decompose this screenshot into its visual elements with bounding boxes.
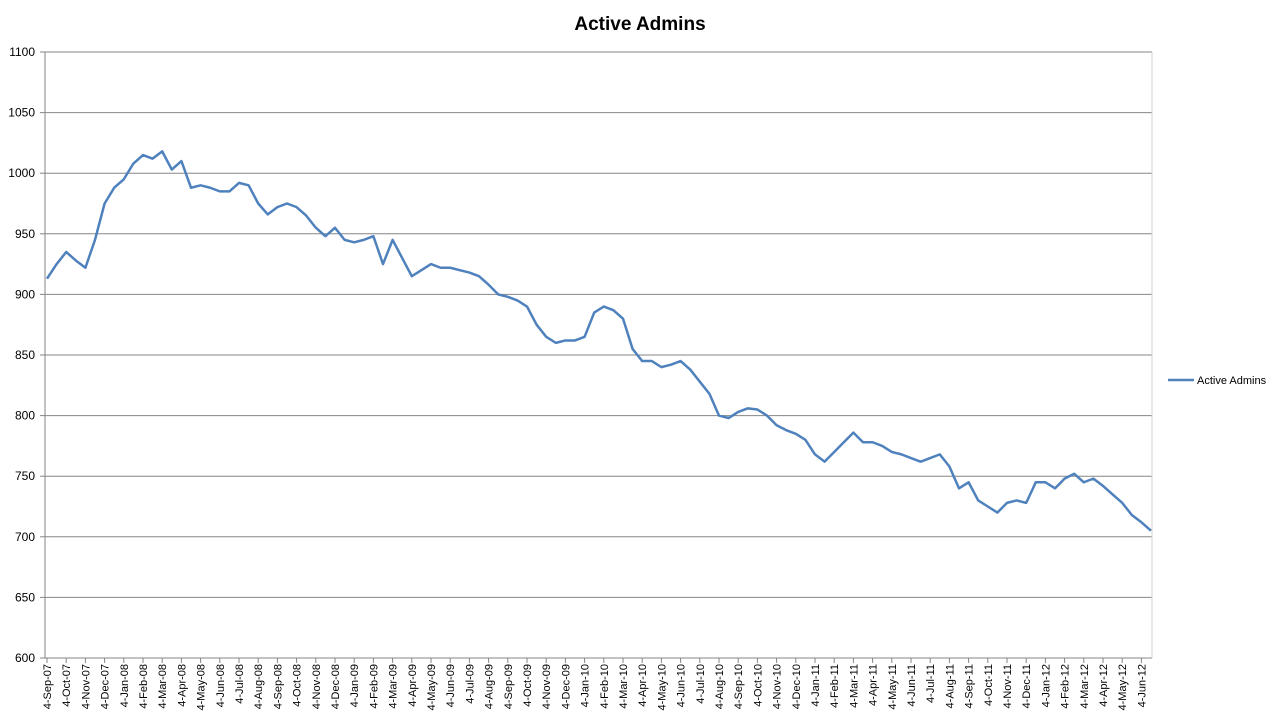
x-tick-label: 4-Mar-11 [848, 664, 860, 708]
x-tick-label: 4-Jul-10 [695, 664, 707, 704]
y-tick-label: 700 [15, 530, 35, 544]
x-tick-label: 4-Feb-12 [1060, 664, 1072, 709]
x-tick-label: 4-Sep-11 [964, 664, 976, 708]
y-tick-label: 800 [15, 409, 35, 423]
x-tick-label: 4-Oct-07 [61, 664, 73, 707]
x-tick-label: 4-Apr-08 [176, 664, 188, 707]
x-tick-label: 4-Dec-09 [560, 664, 572, 709]
x-tick-label: 4-Apr-10 [637, 664, 649, 707]
x-tick-label: 4-Jan-11 [810, 664, 822, 707]
x-tick-label: 4-Mar-09 [388, 664, 400, 709]
x-tick-label: 4-Aug-11 [944, 664, 956, 708]
x-tick-label: 4-Oct-08 [292, 664, 304, 707]
x-tick-label: 4-Mar-12 [1079, 664, 1091, 709]
x-tick-label: 4-May-10 [656, 664, 668, 710]
x-tick-label: 4-Aug-08 [253, 664, 265, 709]
chart-title: Active Admins [574, 14, 705, 35]
x-tick-label: 4-Feb-09 [368, 664, 380, 709]
y-tick-label: 1000 [8, 166, 35, 180]
x-tick-label: 4-May-12 [1117, 664, 1129, 710]
x-tick-label: 4-Jan-08 [119, 664, 131, 707]
x-tick-label: 4-Jun-08 [215, 664, 227, 707]
x-tick-label: 4-Dec-07 [100, 664, 112, 709]
x-tick-label: 4-Nov-09 [541, 664, 553, 709]
x-tick-label: 4-May-09 [426, 664, 438, 710]
x-tick-label: 4-May-11 [887, 664, 899, 710]
x-tick-label: 4-Dec-11 [1021, 664, 1033, 708]
x-tick-label: 4-Jan-09 [349, 664, 361, 707]
y-tick-label: 1100 [9, 45, 35, 59]
x-tick-label: 4-Mar-10 [618, 664, 630, 709]
x-tick-label: 4-Jun-12 [1136, 664, 1148, 707]
x-tick-label: 4-Apr-09 [407, 664, 419, 707]
x-tick-label: 4-Aug-10 [714, 664, 726, 709]
x-tick-label: 4-Feb-10 [599, 664, 611, 709]
y-tick-label: 600 [15, 651, 35, 665]
y-tick-label: 950 [15, 227, 35, 241]
x-tick-label: 4-Sep-07 [42, 664, 54, 709]
x-tick-label: 4-Nov-11 [1002, 664, 1014, 708]
x-tick-label: 4-Sep-10 [733, 664, 745, 709]
x-tick-label: 4-Nov-08 [311, 664, 323, 709]
x-tick-label: 4-Jan-10 [580, 664, 592, 707]
x-tick-label: 4-Jul-08 [234, 664, 246, 704]
x-tick-label: 4-Sep-08 [272, 664, 284, 709]
x-tick-label: 4-Mar-08 [157, 664, 169, 709]
x-tick-label: 4-Oct-11 [983, 664, 995, 706]
x-tick-label: 4-Aug-09 [484, 664, 496, 709]
x-tick-label: 4-Apr-12 [1098, 664, 1110, 707]
x-tick-label: 4-Sep-09 [503, 664, 515, 709]
data-line [45, 150, 1152, 532]
x-tick-label: 4-Jun-09 [445, 664, 457, 707]
x-tick-label: 4-Feb-11 [829, 664, 841, 708]
y-tick-label: 650 [15, 590, 35, 604]
x-tick-label: 4-Dec-08 [330, 664, 342, 709]
x-tick-label: 4-May-08 [196, 664, 208, 710]
x-tick-label: 4-Feb-08 [138, 664, 150, 709]
y-tick-label: 850 [15, 348, 35, 362]
x-tick-label: 4-Jun-10 [676, 664, 688, 707]
x-tick-label: 4-Nov-10 [772, 664, 784, 709]
x-tick-label: 4-Jan-12 [1040, 664, 1052, 707]
x-tick-label: 4-Dec-10 [791, 664, 803, 709]
x-tick-label: 4-Oct-10 [752, 664, 764, 707]
x-tick-label: 4-Apr-11 [868, 664, 880, 706]
y-tick-label: 900 [15, 287, 35, 301]
y-tick-label: 750 [15, 469, 35, 483]
x-tick-label: 4-Jul-09 [464, 664, 476, 704]
x-tick-label: 4-Jun-11 [906, 664, 918, 707]
y-tick-label: 1050 [8, 106, 35, 120]
x-tick-label: 4-Oct-09 [522, 664, 534, 707]
x-tick-label: 4-Jul-11 [925, 664, 937, 703]
legend-label: Active Admins [1197, 375, 1267, 387]
x-tick-label: 4-Nov-07 [80, 664, 92, 709]
